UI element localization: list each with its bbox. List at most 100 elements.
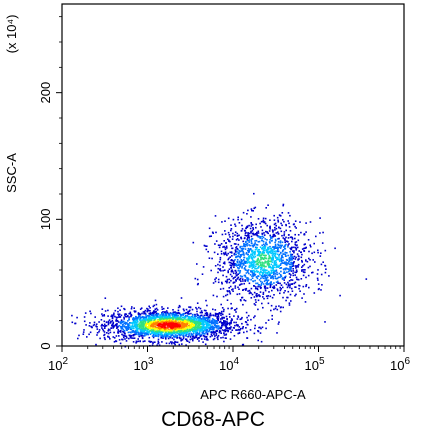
event-dot bbox=[138, 332, 140, 334]
event-dots bbox=[71, 192, 368, 348]
event-dot bbox=[274, 235, 277, 237]
event-dot bbox=[256, 270, 258, 272]
event-dot bbox=[275, 257, 278, 259]
event-dot bbox=[144, 328, 146, 330]
event-dot bbox=[279, 260, 281, 262]
event-dot bbox=[279, 282, 281, 285]
event-dot bbox=[117, 321, 120, 323]
event-dot bbox=[271, 289, 273, 292]
event-dot bbox=[172, 312, 175, 315]
event-dot bbox=[202, 331, 204, 334]
event-dot bbox=[204, 319, 206, 321]
event-dot bbox=[259, 332, 262, 334]
event-dot bbox=[180, 330, 182, 332]
event-dot bbox=[274, 226, 276, 229]
event-dot bbox=[154, 299, 157, 302]
event-dot bbox=[166, 315, 169, 318]
event-dot bbox=[183, 321, 186, 323]
event-dot bbox=[176, 341, 179, 344]
event-dot bbox=[199, 322, 201, 324]
event-dot bbox=[285, 267, 288, 270]
event-dot bbox=[111, 320, 114, 322]
event-dot bbox=[179, 318, 181, 321]
event-dot bbox=[201, 311, 203, 314]
event-dot bbox=[118, 324, 121, 327]
event-dot bbox=[263, 262, 266, 264]
event-dot bbox=[282, 204, 284, 207]
event-dot bbox=[289, 247, 292, 250]
event-dot bbox=[161, 308, 164, 310]
event-dot bbox=[145, 317, 148, 319]
event-dot bbox=[219, 268, 222, 270]
event-dot bbox=[264, 249, 266, 252]
event-dot bbox=[253, 271, 256, 274]
event-dot bbox=[273, 273, 275, 275]
event-dot bbox=[219, 288, 222, 290]
event-dot bbox=[271, 251, 274, 254]
event-dot bbox=[214, 312, 217, 315]
event-dot bbox=[229, 256, 231, 258]
event-dot bbox=[250, 292, 252, 294]
event-dot bbox=[239, 245, 242, 248]
event-dot bbox=[109, 322, 112, 324]
event-dot bbox=[143, 310, 146, 313]
event-dot bbox=[238, 284, 241, 286]
event-dot bbox=[283, 291, 285, 294]
event-dot bbox=[279, 310, 282, 313]
event-dot bbox=[151, 344, 154, 346]
event-dot bbox=[236, 258, 239, 261]
event-dot bbox=[220, 332, 222, 334]
event-dot bbox=[184, 318, 186, 321]
event-dot bbox=[165, 320, 167, 322]
event-dot bbox=[142, 321, 144, 324]
event-dot bbox=[192, 241, 195, 244]
event-dot bbox=[180, 325, 183, 328]
event-dot bbox=[152, 329, 155, 331]
event-dot bbox=[301, 248, 304, 250]
event-dot bbox=[135, 331, 137, 333]
event-dot bbox=[223, 253, 226, 256]
event-dot bbox=[160, 333, 162, 335]
event-dot bbox=[254, 287, 257, 290]
event-dot bbox=[123, 325, 126, 327]
event-dot bbox=[280, 245, 283, 248]
event-dot bbox=[289, 236, 292, 239]
event-dot bbox=[253, 266, 255, 269]
event-dot bbox=[134, 333, 136, 336]
event-dot bbox=[167, 322, 169, 325]
event-dot bbox=[174, 324, 177, 326]
event-dot bbox=[101, 313, 103, 315]
event-dot bbox=[179, 328, 182, 331]
event-dot bbox=[246, 239, 249, 242]
event-dot bbox=[175, 341, 177, 343]
event-dot bbox=[265, 287, 267, 289]
event-dot bbox=[244, 243, 247, 246]
event-dot bbox=[320, 263, 323, 266]
event-dot bbox=[234, 263, 237, 265]
event-dot bbox=[269, 257, 271, 259]
event-dot bbox=[190, 333, 193, 336]
event-dot bbox=[298, 287, 300, 290]
event-dot bbox=[214, 331, 217, 334]
event-dot bbox=[259, 222, 261, 225]
event-dot bbox=[290, 279, 292, 281]
event-dot bbox=[277, 266, 279, 268]
event-dot bbox=[217, 267, 220, 270]
event-dot bbox=[202, 316, 204, 319]
event-dot bbox=[147, 320, 150, 323]
event-dot bbox=[228, 281, 231, 284]
event-dot bbox=[217, 327, 220, 329]
event-dot bbox=[171, 322, 174, 325]
event-dot bbox=[308, 257, 310, 260]
event-dot bbox=[199, 327, 201, 329]
event-dot bbox=[294, 281, 297, 284]
event-dot bbox=[118, 313, 121, 315]
event-dot bbox=[284, 238, 286, 240]
event-dot bbox=[212, 308, 214, 311]
event-dot bbox=[149, 329, 151, 332]
event-dot bbox=[157, 319, 159, 322]
event-dot bbox=[302, 274, 305, 277]
event-dot bbox=[114, 309, 117, 312]
event-dot bbox=[264, 256, 266, 259]
event-dot bbox=[149, 312, 152, 314]
